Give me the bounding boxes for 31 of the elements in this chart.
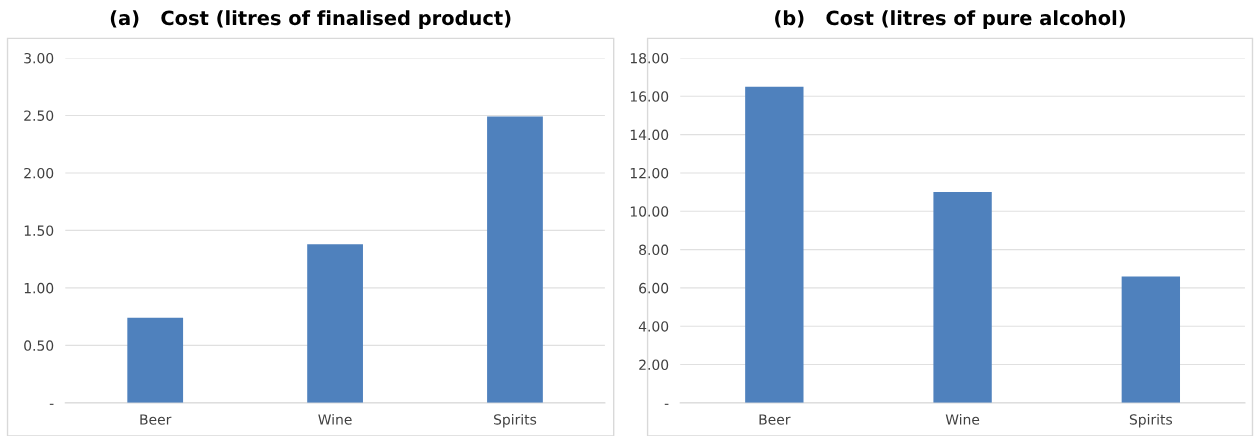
y-tick-label: 6.00 xyxy=(639,282,669,294)
x-tick-label: Wine xyxy=(318,413,352,425)
y-tick-label: 2.50 xyxy=(24,110,54,121)
y-tick-label: - xyxy=(664,403,669,405)
bar xyxy=(745,86,804,403)
y-tick-label: 1.50 xyxy=(24,225,54,236)
bar xyxy=(933,192,992,403)
y-tick-label: 1.00 xyxy=(24,282,54,294)
bar xyxy=(307,244,363,403)
x-tick-label: Beer xyxy=(759,414,791,425)
y-tick-label: 16.00 xyxy=(630,91,669,102)
y-tick-label: 4.00 xyxy=(638,321,669,332)
y-tick-label: 18.00 xyxy=(630,52,669,64)
y-tick-label: 2.00 xyxy=(24,167,54,179)
y-tick-label: 10.00 xyxy=(630,206,669,217)
x-tick-label: Spirits xyxy=(494,413,537,428)
y-tick-label: 2.00 xyxy=(639,359,669,371)
y-tick-label: 12.00 xyxy=(630,167,669,179)
bar xyxy=(1121,276,1181,403)
x-tick-label: Wine xyxy=(945,413,980,425)
y-tick-label: 0.50 xyxy=(24,340,54,351)
x-tick-label: Beer xyxy=(140,414,172,425)
bar xyxy=(127,317,184,403)
y-tick-label: 3.00 xyxy=(24,52,54,64)
x-tick-label: Spirits xyxy=(1129,413,1173,428)
bar xyxy=(487,116,543,403)
chart-title: (b) Cost (litres of pure alcohol) xyxy=(775,10,1125,30)
y-tick-label: - xyxy=(49,403,54,405)
chart-title: (a) Cost (litres of finalised product) xyxy=(110,10,511,30)
y-tick-label: 8.00 xyxy=(639,244,669,256)
y-tick-label: 14.00 xyxy=(630,129,669,141)
